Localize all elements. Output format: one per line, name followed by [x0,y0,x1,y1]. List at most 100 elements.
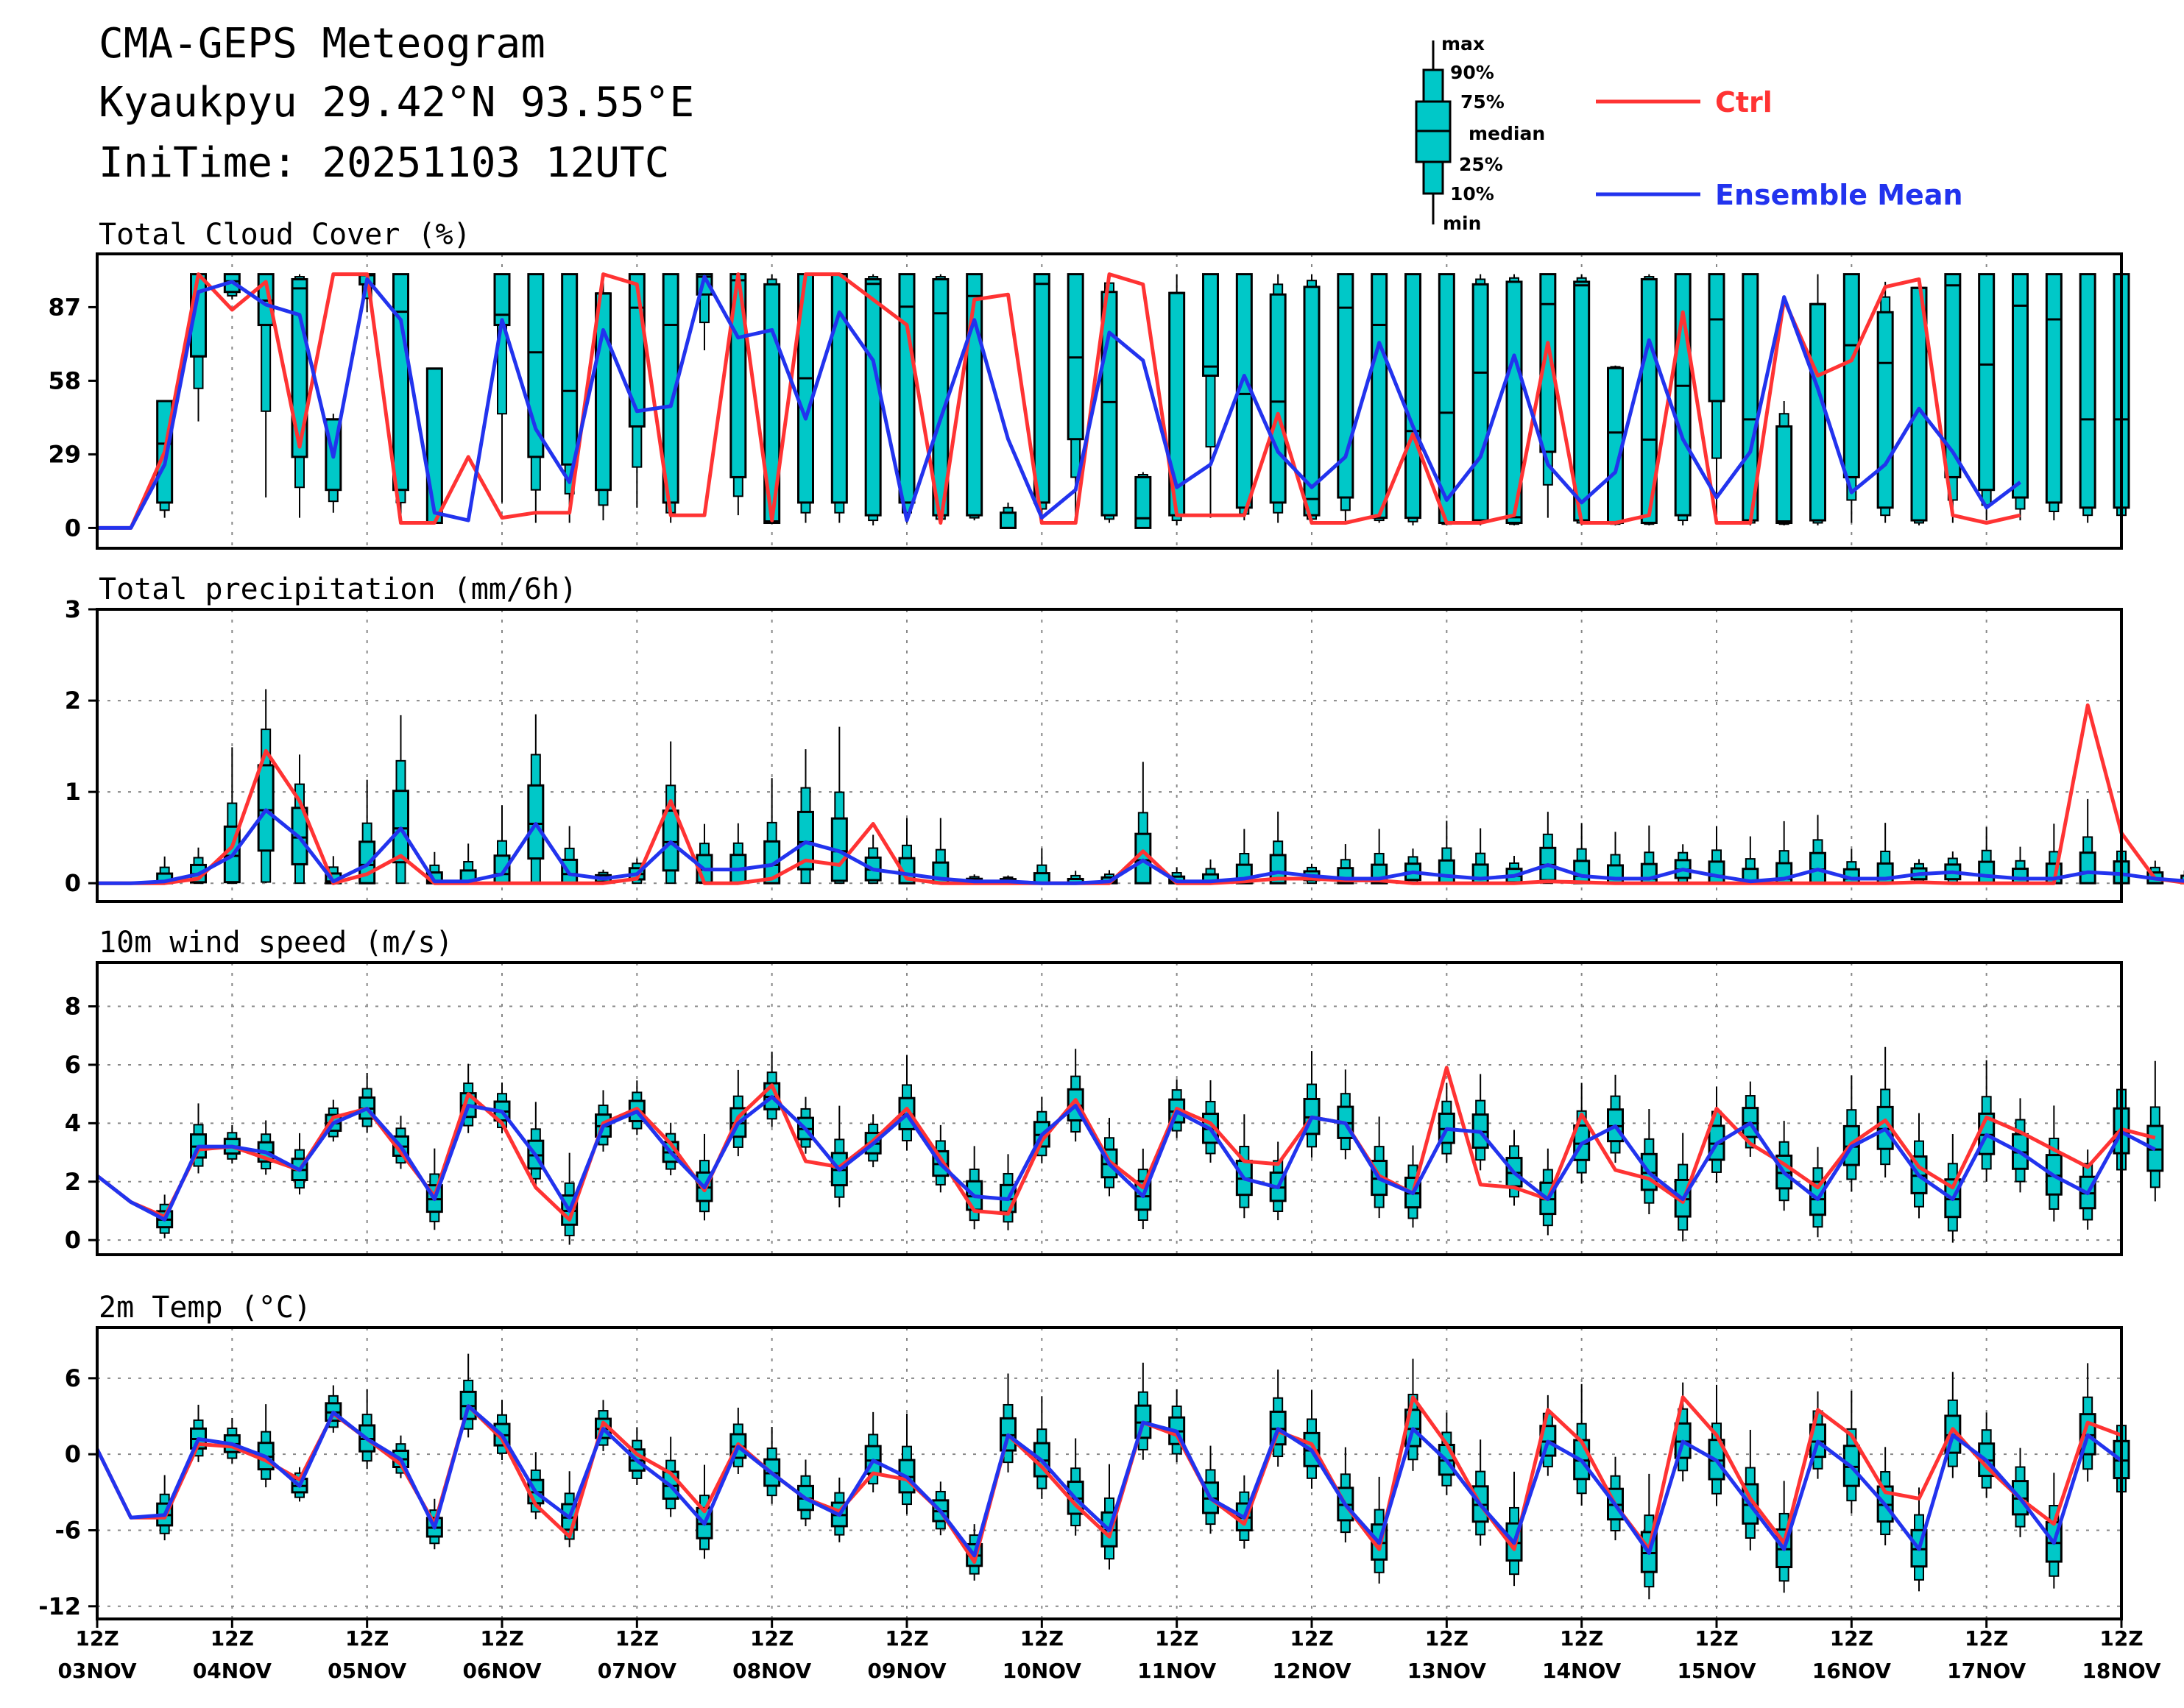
y-tick-label: 0 [65,869,81,897]
box-inner [1978,273,1996,492]
box-inner [1640,277,1658,525]
x-tick-hour: 12Z [615,1626,659,1651]
box-inner [1573,860,1591,885]
y-tick-label: -12 [38,1592,81,1620]
panels: Total Cloud Cover (%) 0 29 58 87 Total precip… [38,218,2184,1620]
boxes [156,1353,2130,1600]
x-tick-hour: 12Z [750,1626,794,1651]
x-tick-date: 12NOV [1272,1659,1351,1683]
box-inner [1438,859,1455,885]
ensemble-mean-line [96,1095,2156,1222]
x-tick-date: 08NOV [732,1659,811,1683]
panel-title: Total precipitation (mm/6h) [99,573,577,606]
box-inner [561,273,579,466]
x-tick-hour: 12Z [480,1626,523,1651]
box-inner [1809,302,1826,522]
y-tick-label: 2 [65,1168,81,1196]
ctrl-line [97,272,2021,530]
panel-1: Total Cloud Cover (%) 0 29 58 87 [48,218,2130,550]
legend-p75: 75% [1460,91,1505,113]
box-inner [1944,273,1962,478]
box-inner [1269,293,1287,504]
box-inner [763,840,781,885]
y-tick-label: 2 [65,687,81,715]
x-tick-date: 13NOV [1407,1659,1486,1683]
box-inner [392,273,409,492]
box-inner [1978,860,1996,885]
boxes [156,689,2184,885]
panel-frame [96,961,2123,1256]
box-inner [2079,851,2096,885]
y-tick-label: 6 [65,1364,81,1392]
box-inner [1134,475,1152,529]
box-inner [257,764,275,852]
legend-ctrl-label: Ctrl [1715,86,1773,118]
x-tick-hour: 12Z [1290,1626,1333,1651]
box-inner [392,790,409,864]
x-tick-hour: 12Z [2099,1626,2143,1651]
x-tick-hour: 12Z [75,1626,119,1651]
x-tick-hour: 12Z [1020,1626,1064,1651]
box-inner [1269,854,1287,885]
y-tick-label: 87 [48,293,81,321]
legend-max: max [1441,33,1485,54]
box-inner [830,273,848,504]
box-inner [1876,311,1894,509]
y-tick-label: -6 [54,1516,81,1544]
panel-title: Total Cloud Cover (%) [99,218,471,252]
x-tick-hour: 12Z [1560,1626,1603,1651]
box-inner [1000,511,1017,529]
chart-title: CMA-GEPS Meteogram [99,20,545,68]
box-inner [1033,273,1050,504]
box-inner [1708,273,1725,403]
box-inner [1471,283,1489,522]
box-inner [527,784,545,860]
x-tick-date: 16NOV [1812,1659,1891,1683]
x-tick-date: 10NOV [1003,1659,1081,1683]
x-tick-hour: 12Z [1694,1626,1738,1651]
box-inner [2012,273,2029,499]
box-inner [1404,273,1421,520]
x-tick-date: 11NOV [1137,1659,1216,1683]
panel-2: Total precipitation (mm/6h) 0 1 2 3 [65,573,2184,903]
y-tick-label: 6 [65,1051,81,1079]
box-inner [1708,860,1725,885]
y-tick-label: 0 [65,514,81,542]
box-inner [2045,273,2063,504]
y-tick-label: 3 [65,595,81,623]
y-tick-label: 8 [65,993,81,1021]
line-legend: Ctrl Ensemble Mean [1596,86,1963,211]
panel-title: 10m wind speed (m/s) [99,926,453,960]
box-inner [2012,868,2029,885]
x-tick-date: 03NOV [57,1659,136,1683]
box-inner [864,277,882,517]
init-time-label: IniTime: 20251103 12UTC [99,139,669,187]
box-inner [1573,280,1591,522]
panel-4: 2m Temp (°C) -12 -6 0 6 [38,1291,2130,1620]
x-tick-hour: 12Z [1965,1626,2008,1651]
y-tick-label: 0 [65,1440,81,1468]
box-inner [1505,280,1523,525]
x-tick-hour: 12Z [345,1626,389,1651]
legend-p10: 10% [1450,183,1494,205]
legend-p25: 25% [1459,154,1503,175]
x-tick-hour: 12Z [1425,1626,1469,1651]
x-tick-date: 15NOV [1677,1659,1756,1683]
box-inner [1539,273,1557,453]
x-tick-hour: 12Z [211,1626,254,1651]
y-tick-label: 58 [48,366,81,394]
panel-frame [96,608,2123,903]
box-inner [425,367,443,525]
y-tick-label: 1 [65,778,81,806]
panel-frame [96,1326,2123,1620]
box-inner [898,273,916,504]
y-tick-label: 4 [65,1109,81,1137]
x-tick-date: 06NOV [462,1659,541,1683]
x-tick-date: 14NOV [1542,1659,1621,1683]
x-tick-hour: 12Z [1155,1626,1198,1651]
box-inner [1303,286,1321,517]
x-axis: 12Z 03NOV 12Z 04NOV 12Z 05NOV 12Z 06NOV 12Z 07NOV… [57,1619,2161,1683]
panel-3: 10m wind speed (m/s) 0 2 4 6 8 [65,926,2164,1256]
x-tick-date: 09NOV [867,1659,946,1683]
